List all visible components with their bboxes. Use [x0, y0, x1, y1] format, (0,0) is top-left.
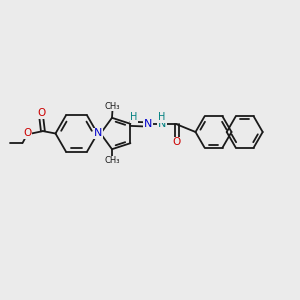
Text: CH₃: CH₃	[105, 102, 120, 111]
Text: H: H	[158, 112, 166, 122]
Text: O: O	[173, 137, 181, 147]
Text: O: O	[23, 128, 32, 139]
Text: H: H	[130, 112, 138, 122]
Text: N: N	[144, 119, 153, 129]
Text: CH₃: CH₃	[104, 156, 120, 165]
Text: N: N	[94, 128, 102, 139]
Text: O: O	[37, 108, 46, 118]
Text: N: N	[158, 119, 166, 129]
